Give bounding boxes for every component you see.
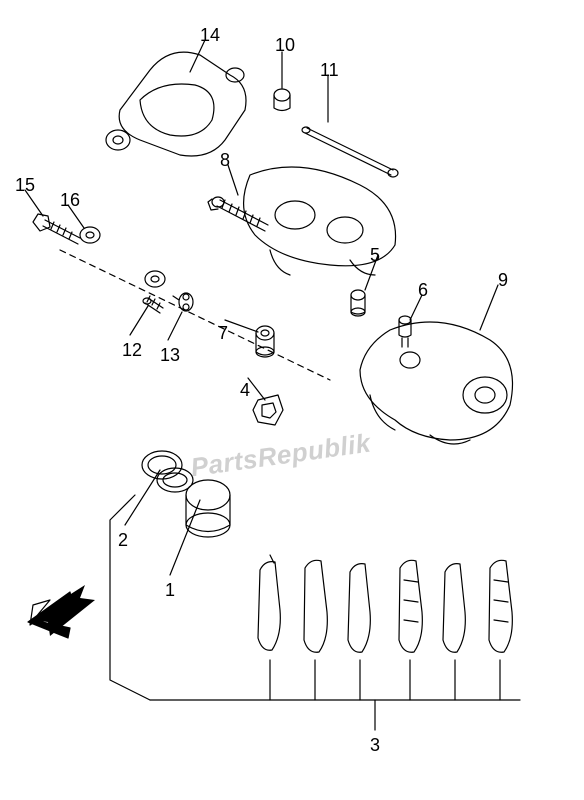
callout-3: 3 [370, 735, 380, 756]
callout-5: 5 [370, 245, 380, 266]
callout-14: 14 [200, 25, 220, 46]
callout-12: 12 [122, 340, 142, 361]
leader-lines [25, 40, 498, 730]
callout-10: 10 [275, 35, 295, 56]
part-bracket-14 [106, 52, 246, 156]
callout-7: 7 [218, 323, 228, 344]
callout-9: 9 [498, 270, 508, 291]
part-pads-3 [258, 555, 512, 700]
callout-4: 4 [240, 380, 250, 401]
part-clip-4 [253, 395, 283, 425]
callout-8: 8 [220, 150, 230, 171]
parts-diagram: 1 2 3 4 5 6 7 8 9 10 11 12 13 14 15 16 P… [0, 0, 584, 800]
direction-arrow [28, 585, 95, 638]
callout-11: 11 [320, 60, 339, 81]
part-bolt-8 [208, 197, 268, 231]
callout-2: 2 [118, 530, 128, 551]
callout-15: 15 [15, 175, 35, 196]
part-cyl-5 [351, 290, 365, 316]
exploded-view-svg [0, 0, 584, 800]
part-mount-9 [360, 322, 513, 444]
part-fitting-6 [399, 316, 411, 347]
part-connector-13 [173, 293, 193, 311]
callout-16: 16 [60, 190, 80, 211]
part-bolt-15 [33, 214, 80, 244]
part-washer-16 [80, 227, 100, 243]
part-piston-1 [186, 480, 230, 537]
callout-13: 13 [160, 345, 180, 366]
callout-6: 6 [418, 280, 428, 301]
part-plug-10 [274, 89, 290, 111]
callout-1: 1 [165, 580, 175, 601]
